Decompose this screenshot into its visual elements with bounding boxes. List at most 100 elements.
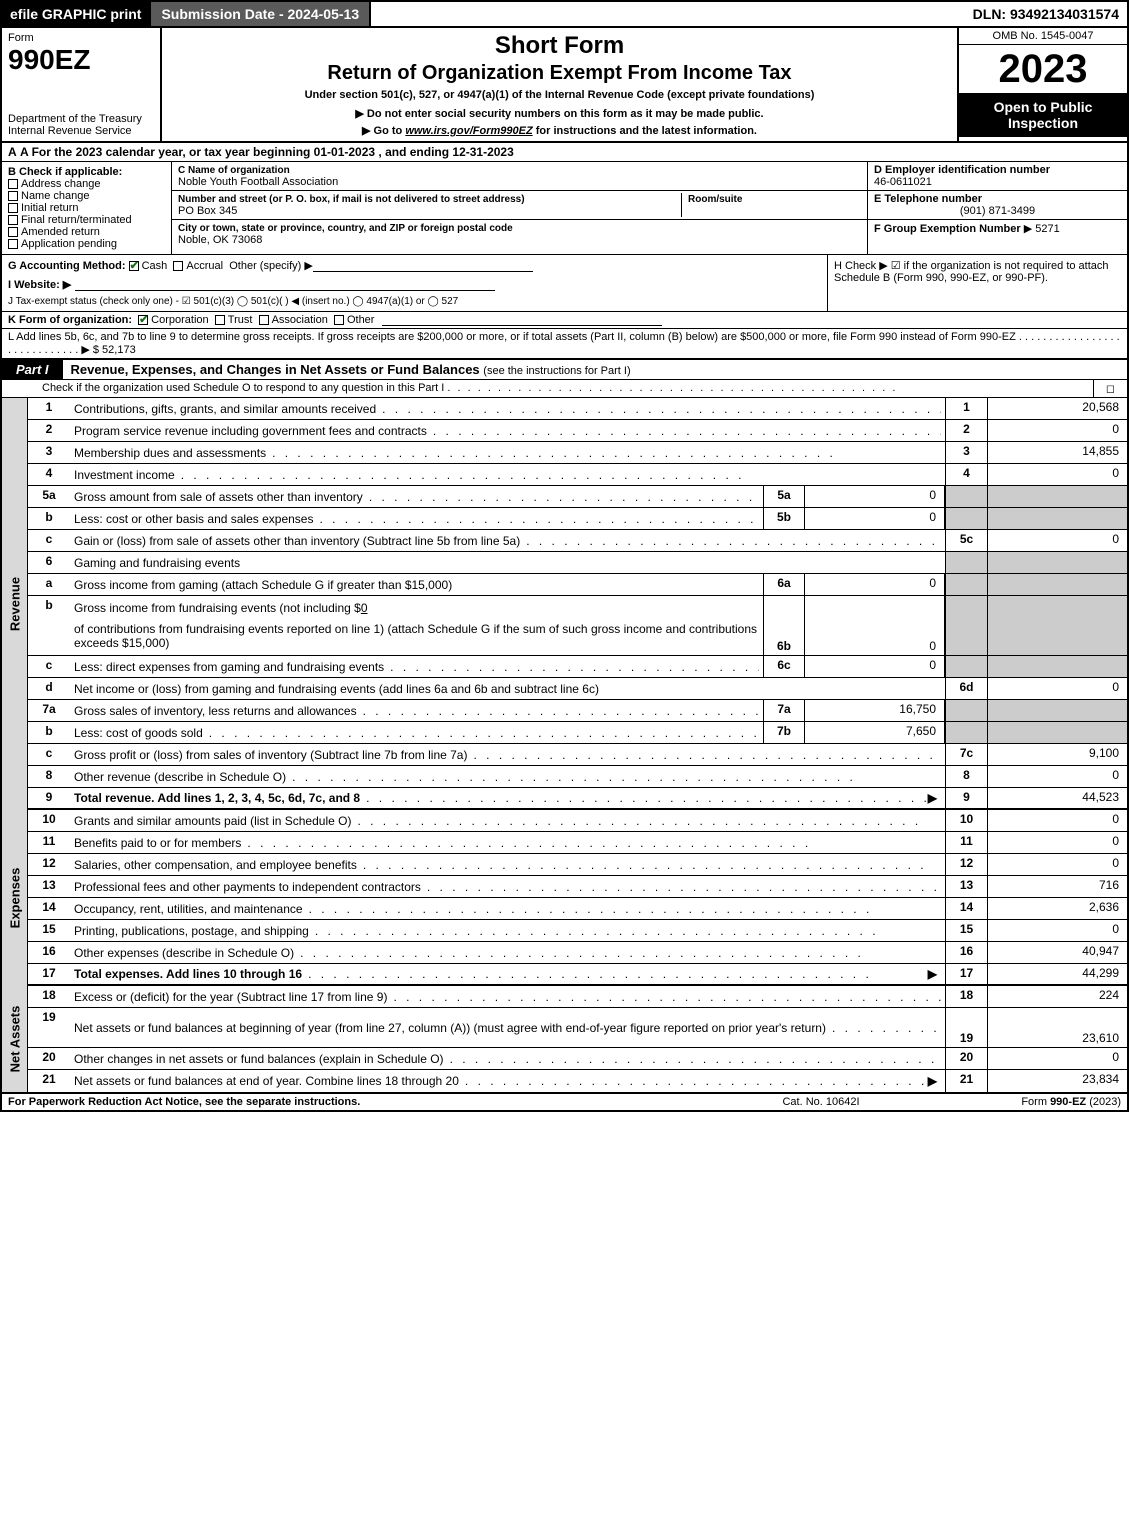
line-6c-rnum-shade xyxy=(945,656,987,677)
line-7c-rval: 9,100 xyxy=(987,744,1127,765)
line-14-num: 14 xyxy=(28,898,70,919)
part-1-tab: Part I xyxy=(2,360,63,379)
line-17-num: 17 xyxy=(28,964,70,984)
form-header: Form 990EZ Department of the Treasury In… xyxy=(2,28,1127,143)
dots: . . . . . . . . . . . . . . . . . . . . … xyxy=(363,490,759,504)
line-16-desc: Other expenses (describe in Schedule O) xyxy=(74,946,294,960)
line-19-rnum: 19 xyxy=(945,1008,987,1047)
checkbox-accrual[interactable] xyxy=(173,261,183,271)
line-6a-rval-shade xyxy=(987,574,1127,595)
line-7a-num: 7a xyxy=(28,700,70,721)
irs-link[interactable]: www.irs.gov/Form990EZ xyxy=(405,125,532,137)
line-3-rnum: 3 xyxy=(945,442,987,463)
checkbox-corporation[interactable] xyxy=(138,315,148,325)
line-21-desc: Net assets or fund balances at end of ye… xyxy=(74,1074,459,1088)
section-a: A A For the 2023 calendar year, or tax y… xyxy=(2,143,1127,162)
open-to-public: Open to Public Inspection xyxy=(959,93,1127,137)
l-text: L Add lines 5b, 6c, and 7b to line 9 to … xyxy=(8,331,1120,356)
dots: . . . . . . . . . . . . . . . . . . . . … xyxy=(459,1074,928,1088)
form-title-1: Short Form xyxy=(172,32,947,60)
netassets-label-text: Net Assets xyxy=(7,1006,22,1073)
checkbox-initial-return[interactable] xyxy=(8,203,18,213)
line-10-rval: 0 xyxy=(987,810,1127,831)
phone-value: (901) 871-3499 xyxy=(874,205,1121,217)
line-15-rval: 0 xyxy=(987,920,1127,941)
section-g: G Accounting Method: Cash Accrual Other … xyxy=(8,259,821,272)
line-5c-rval: 0 xyxy=(987,530,1127,551)
section-i: I Website: ▶ xyxy=(8,278,821,291)
part-1-title-text: Revenue, Expenses, and Changes in Net As… xyxy=(71,362,480,377)
line-9: 9 Total revenue. Add lines 1, 2, 3, 4, 5… xyxy=(28,788,1127,810)
expenses-label-text: Expenses xyxy=(7,868,22,929)
line-13-rval: 716 xyxy=(987,876,1127,897)
checkbox-association[interactable] xyxy=(259,315,269,325)
line-20: 20 Other changes in net assets or fund b… xyxy=(28,1048,1127,1070)
line-6c-sv: 0 xyxy=(805,656,945,677)
checkbox-name-change[interactable] xyxy=(8,191,18,201)
line-6b-rval-shade xyxy=(987,596,1127,655)
dots: . . . . . . . . . . . . . . . . . . . . … xyxy=(266,446,941,460)
line-6a-desc: Gross income from gaming (attach Schedul… xyxy=(74,578,452,592)
line-11-rval: 0 xyxy=(987,832,1127,853)
part-1-title: Revenue, Expenses, and Changes in Net As… xyxy=(63,360,1127,379)
ein-value: 46-0611021 xyxy=(874,176,932,188)
line-21: 21 Net assets or fund balances at end of… xyxy=(28,1070,1127,1092)
line-6a-num: a xyxy=(28,574,70,595)
line-13: 13 Professional fees and other payments … xyxy=(28,876,1127,898)
tax-year: 2023 xyxy=(959,45,1127,93)
line-17-rval: 44,299 xyxy=(987,964,1127,984)
opt-amended-return: Amended return xyxy=(21,226,100,238)
street-value: PO Box 345 xyxy=(178,205,237,217)
ein-label: D Employer identification number xyxy=(874,164,1050,176)
expenses-side-label: Expenses xyxy=(2,810,28,986)
line-11-rnum: 11 xyxy=(945,832,987,853)
dots: . . . . . . . . . . . . . . . . . . . . … xyxy=(427,424,941,438)
checkbox-address-change[interactable] xyxy=(8,179,18,189)
line-5b-rnum-shade xyxy=(945,508,987,529)
checkbox-final-return[interactable] xyxy=(8,215,18,225)
line-2-num: 2 xyxy=(28,420,70,441)
line-7a-sv: 16,750 xyxy=(805,700,945,721)
k-other-blank[interactable] xyxy=(382,314,662,326)
checkbox-amended-return[interactable] xyxy=(8,227,18,237)
dots: . . . . . . . . . . . . . . . . . . . . … xyxy=(360,791,928,805)
dots: . . . . . . . . . . . . . . . . . . . . … xyxy=(357,704,759,718)
line-16-rnum: 16 xyxy=(945,942,987,963)
efile-print-label[interactable]: efile GRAPHIC print xyxy=(2,2,149,26)
website-blank[interactable] xyxy=(75,279,495,291)
org-name-row: C Name of organization Noble Youth Footb… xyxy=(172,162,867,191)
j-text: J Tax-exempt status (check only one) - ☑… xyxy=(8,296,458,307)
block-ghi: G Accounting Method: Cash Accrual Other … xyxy=(2,255,1127,312)
checkbox-application-pending[interactable] xyxy=(8,239,18,249)
line-7c-rnum: 7c xyxy=(945,744,987,765)
checkbox-cash[interactable] xyxy=(129,261,139,271)
line-14-desc: Occupancy, rent, utilities, and maintena… xyxy=(74,902,303,916)
opt-initial-return: Initial return xyxy=(21,202,78,214)
k-prefix: K Form of organization: xyxy=(8,314,132,326)
footer-catalog: Cat. No. 10642I xyxy=(721,1096,921,1108)
line-19-desc: Net assets or fund balances at beginning… xyxy=(74,1021,826,1035)
line-17: 17 Total expenses. Add lines 10 through … xyxy=(28,964,1127,986)
city-label: City or town, state or province, country… xyxy=(178,223,513,234)
g-cash: Cash xyxy=(142,260,168,272)
line-14-rval: 2,636 xyxy=(987,898,1127,919)
part-1-checkbox[interactable]: ◻ xyxy=(1093,380,1127,397)
line-1: 1 Contributions, gifts, grants, and simi… xyxy=(28,398,1127,420)
checkbox-trust[interactable] xyxy=(215,315,225,325)
section-c: C Name of organization Noble Youth Footb… xyxy=(172,162,867,254)
dots: . . . . . . . . . . . . . . . . . . . . … xyxy=(444,1052,941,1066)
g-other-blank[interactable] xyxy=(313,260,533,272)
dots: . . . . . . . . . . . . . . . . . . . . … xyxy=(313,512,759,526)
footer-right-suffix: (2023) xyxy=(1086,1096,1121,1108)
form-990ez-page: efile GRAPHIC print Submission Date - 20… xyxy=(0,0,1129,1112)
checkbox-other[interactable] xyxy=(334,315,344,325)
line-5c-rnum: 5c xyxy=(945,530,987,551)
line-5c: c Gain or (loss) from sale of assets oth… xyxy=(28,530,1127,552)
line-6: 6 Gaming and fundraising events xyxy=(28,552,1127,574)
netassets-section: Net Assets 18 Excess or (deficit) for th… xyxy=(2,986,1127,1092)
line-6-rval-shade xyxy=(987,552,1127,573)
dots: . . . . . . . . . . . . . . . . . . . . … xyxy=(203,726,759,740)
section-l: L Add lines 5b, 6c, and 7b to line 9 to … xyxy=(2,329,1127,360)
line-12-rnum: 12 xyxy=(945,854,987,875)
line-12-rval: 0 xyxy=(987,854,1127,875)
